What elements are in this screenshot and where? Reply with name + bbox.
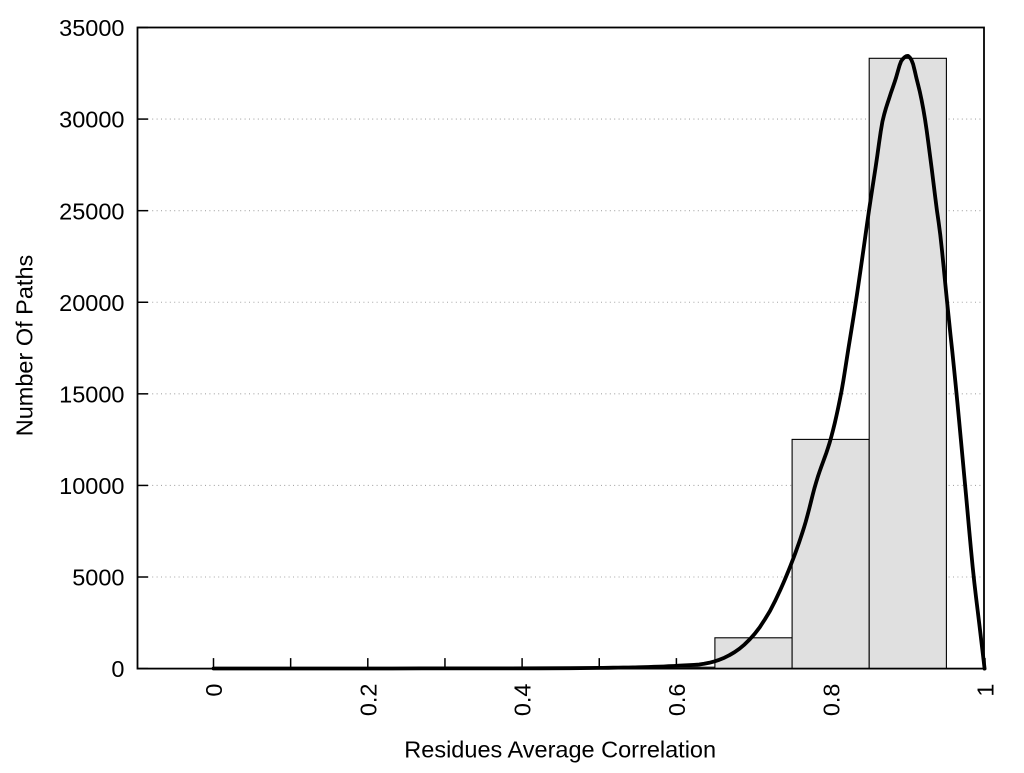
svg-text:20000: 20000 <box>59 290 124 316</box>
svg-text:1: 1 <box>973 684 999 697</box>
svg-text:35000: 35000 <box>59 15 124 41</box>
svg-text:25000: 25000 <box>59 198 124 224</box>
svg-text:10000: 10000 <box>59 473 124 499</box>
svg-text:0.8: 0.8 <box>818 684 844 717</box>
svg-text:0.6: 0.6 <box>664 684 690 717</box>
svg-text:0: 0 <box>201 684 227 697</box>
svg-text:Residues Average Correlation: Residues Average Correlation <box>404 737 716 763</box>
svg-text:0.2: 0.2 <box>355 684 381 717</box>
svg-text:15000: 15000 <box>59 381 124 407</box>
svg-text:0: 0 <box>111 656 124 682</box>
svg-text:Number Of Paths: Number Of Paths <box>12 255 38 437</box>
svg-text:30000: 30000 <box>59 107 124 133</box>
svg-text:0.4: 0.4 <box>510 684 536 717</box>
svg-text:5000: 5000 <box>72 565 124 591</box>
